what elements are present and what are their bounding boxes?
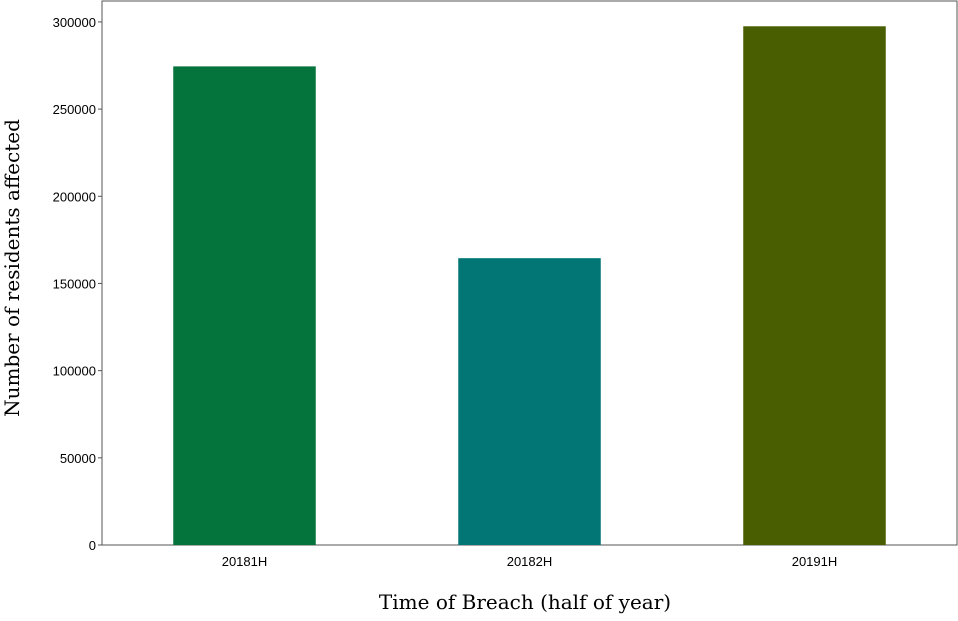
bar-20191H	[743, 26, 886, 546]
y-ticks-group: 0 50000 100000 150000 200000 250000 300000	[53, 15, 102, 553]
y-tick-label: 150000	[53, 276, 96, 291]
bars-group	[173, 26, 886, 546]
y-tick-label: 250000	[53, 102, 96, 117]
x-tick-label: 20181H	[222, 554, 268, 569]
bar-20181H	[173, 66, 316, 545]
x-ticks-group: 20181H 20182H 20191H	[222, 554, 838, 569]
y-tick-label: 50000	[60, 451, 96, 466]
y-tick-label: 200000	[53, 189, 96, 204]
x-tick-label: 20191H	[792, 554, 838, 569]
y-axis-label: Number of residents affected	[0, 119, 24, 417]
bar-20182H	[458, 258, 601, 545]
x-tick-label: 20182H	[507, 554, 553, 569]
y-tick-label: 300000	[53, 15, 96, 30]
x-axis-label: Time of Breach (half of year)	[379, 590, 671, 614]
y-tick-label: 0	[89, 538, 96, 553]
y-tick-label: 100000	[53, 364, 96, 379]
